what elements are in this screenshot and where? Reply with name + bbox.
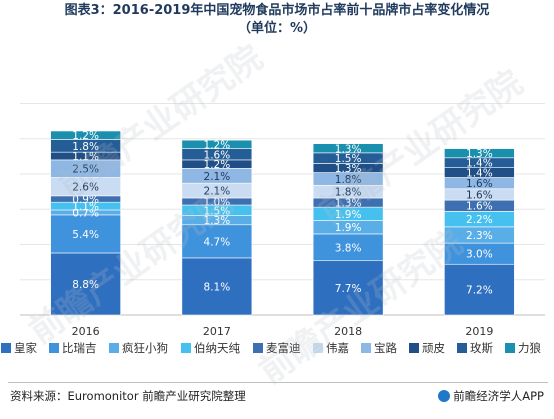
legend-label: 伯纳天纯 <box>194 341 240 355</box>
data-label: 1.3% <box>466 148 493 160</box>
legend-label: 宝路 <box>374 341 397 355</box>
data-label: 1.2% <box>72 130 99 142</box>
data-label: 1.4% <box>466 158 493 170</box>
legend-label: 疯狂小狗 <box>122 341 168 355</box>
source-note: 资料来源：Euromonitor 前瞻产业研究院整理 <box>10 389 246 403</box>
legend-label: 皇家 <box>14 341 37 355</box>
data-label: 1.3% <box>335 198 362 210</box>
data-label: 1.6% <box>204 149 231 161</box>
data-label: 3.0% <box>466 249 493 261</box>
data-label: 2.6% <box>72 182 99 194</box>
x-tick-label: 2016 <box>72 325 100 338</box>
data-label: 0.9% <box>72 194 99 206</box>
data-label: 1.8% <box>335 174 362 186</box>
legend-label: 麦富迪 <box>266 341 301 355</box>
data-label: 1.5% <box>204 205 231 217</box>
bar-segment <box>312 260 384 316</box>
data-label: 1.8% <box>72 141 99 153</box>
data-label: 7.7% <box>335 283 362 295</box>
data-label: 3.8% <box>335 242 362 254</box>
data-label: 4.7% <box>204 236 231 248</box>
data-label: 2.3% <box>466 230 493 242</box>
legend-swatch <box>253 343 263 353</box>
data-label: 1.8% <box>335 187 362 199</box>
data-label: 2.5% <box>72 164 99 176</box>
data-label: 1.9% <box>335 209 362 221</box>
brand-name: 前瞻经济学人APP <box>453 389 544 403</box>
legend-swatch <box>1 343 11 353</box>
data-label: 2.2% <box>466 214 493 226</box>
x-tick-label: 2018 <box>334 325 362 338</box>
data-label: 1.0% <box>204 196 231 208</box>
legend-label: 伟嘉 <box>326 341 349 355</box>
bar-segment <box>444 263 515 316</box>
chart-title: 图表3：2016-2019年中国宠物食品市场市占率前十品牌市占率变化情况 （单位… <box>0 2 554 38</box>
data-label: 2.1% <box>204 171 231 183</box>
legend-label: 顽皮 <box>422 341 445 355</box>
data-label: 1.3% <box>335 163 362 175</box>
data-label: 1.2% <box>204 139 231 151</box>
footer-divider <box>8 382 548 383</box>
bar-segment <box>50 130 121 140</box>
bar-segment <box>181 224 253 259</box>
data-label: 1.1% <box>72 151 99 163</box>
data-label: 1.1% <box>72 201 99 213</box>
legend-swatch <box>109 343 119 353</box>
data-label: 1.5% <box>335 153 362 165</box>
data-label: 1.9% <box>335 222 362 234</box>
data-label: 1.2% <box>204 159 231 171</box>
chart-title-line1: 图表3：2016-2019年中国宠物食品市场市占率前十品牌市占率变化情况 <box>64 3 490 18</box>
bar-segment <box>181 257 253 316</box>
data-label: 2.1% <box>204 186 231 198</box>
brand-credit: 前瞻经济学人APP <box>438 388 544 404</box>
chart-title-line2: （单位：%） <box>237 21 317 36</box>
legend-label: 比瑞吉 <box>62 341 97 355</box>
data-label: 5.4% <box>72 229 99 241</box>
bar-segment <box>312 143 384 154</box>
legend-swatch <box>361 343 371 353</box>
data-label: 0.7% <box>72 207 99 219</box>
data-label: 1.6% <box>466 189 493 201</box>
data-label: 1.4% <box>466 168 493 180</box>
legend-swatch <box>457 343 467 353</box>
brand-logo-icon <box>438 390 451 402</box>
bar-segment <box>50 214 121 254</box>
data-label: 1.6% <box>466 201 493 213</box>
bar-segment <box>50 252 121 316</box>
data-label: 1.3% <box>335 143 362 155</box>
x-tick-label: 2017 <box>203 325 231 338</box>
data-label: 1.6% <box>466 178 493 190</box>
legend-swatch <box>505 343 515 353</box>
stacked-bar-chart: 8.8%5.4%0.7%1.1%0.9%2.6%2.5%1.1%1.8%1.2%… <box>1 103 545 355</box>
data-label: 7.2% <box>466 285 493 297</box>
legend-swatch <box>49 343 59 353</box>
legend-swatch <box>409 343 419 353</box>
legend-swatch <box>181 343 191 353</box>
legend-swatch <box>313 343 323 353</box>
bar-segment <box>444 148 515 159</box>
x-tick-label: 2019 <box>465 325 493 338</box>
legend-label: 力狼 <box>518 341 541 355</box>
data-label: 8.1% <box>204 281 231 293</box>
bar-segment <box>312 233 384 262</box>
legend-label: 玫斯 <box>470 341 493 355</box>
data-label: 8.8% <box>72 279 99 291</box>
data-label: 1.3% <box>204 215 231 227</box>
bar-segment <box>181 139 253 149</box>
